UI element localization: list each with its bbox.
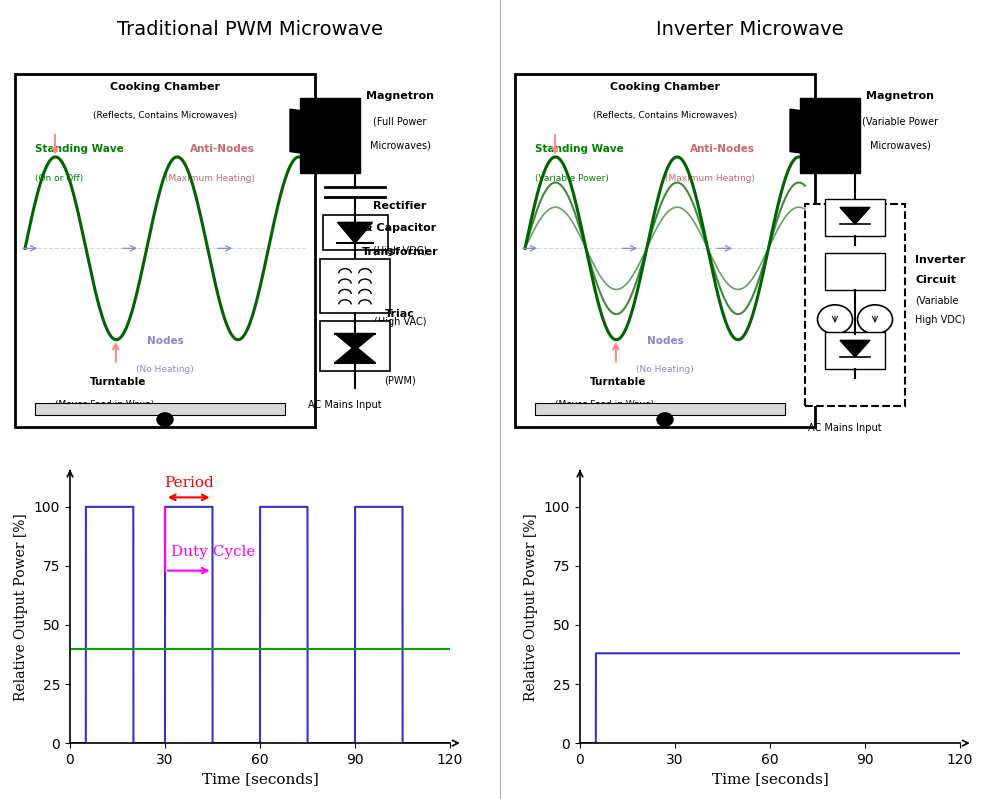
Text: (Moves Food in Wave): (Moves Food in Wave) — [55, 400, 154, 409]
Text: (PWM): (PWM) — [384, 375, 416, 385]
Bar — [800, 98, 860, 173]
Bar — [825, 199, 885, 237]
Text: (Variable Power: (Variable Power — [862, 116, 938, 126]
Text: Inverter: Inverter — [915, 255, 965, 265]
Bar — [535, 403, 785, 415]
Text: Standing Wave: Standing Wave — [535, 145, 624, 154]
Text: Standing Wave: Standing Wave — [35, 145, 124, 154]
Text: AC Mains Input: AC Mains Input — [308, 400, 382, 410]
Text: & Capacitor: & Capacitor — [363, 224, 437, 233]
Polygon shape — [337, 222, 372, 243]
Text: Anti-Nodes: Anti-Nodes — [690, 145, 755, 154]
Bar — [825, 332, 885, 369]
Text: (High VAC): (High VAC) — [374, 317, 426, 327]
Text: Cooking Chamber: Cooking Chamber — [610, 82, 720, 92]
Bar — [322, 215, 388, 250]
Bar — [15, 74, 315, 427]
Text: Period: Period — [164, 476, 214, 491]
Polygon shape — [290, 109, 340, 158]
Text: Turntable: Turntable — [590, 377, 646, 388]
Polygon shape — [335, 333, 375, 350]
Polygon shape — [790, 109, 840, 158]
Text: Rectifier: Rectifier — [373, 201, 427, 211]
Text: (Maximum Heating): (Maximum Heating) — [665, 173, 755, 182]
Y-axis label: Relative Output Power [%]: Relative Output Power [%] — [524, 514, 538, 701]
Text: Transformer: Transformer — [362, 247, 438, 256]
Bar — [320, 321, 390, 371]
Text: Anti-Nodes: Anti-Nodes — [190, 145, 255, 154]
Y-axis label: Relative Output Power [%]: Relative Output Power [%] — [14, 514, 28, 701]
Bar — [35, 403, 285, 415]
Text: (High VDC): (High VDC) — [373, 246, 427, 256]
Text: Cooking Chamber: Cooking Chamber — [110, 82, 220, 92]
Bar — [515, 74, 815, 427]
X-axis label: Time [seconds]: Time [seconds] — [202, 773, 318, 786]
Polygon shape — [840, 340, 870, 357]
Text: Triac: Triac — [385, 309, 415, 319]
Text: (No Heating): (No Heating) — [636, 364, 694, 374]
Text: (On or Off): (On or Off) — [35, 173, 83, 182]
Text: (Maximum Heating): (Maximum Heating) — [165, 173, 255, 182]
Polygon shape — [840, 208, 870, 224]
Text: (Moves Food in Wave): (Moves Food in Wave) — [555, 400, 654, 409]
Text: Nodes: Nodes — [147, 336, 183, 346]
Text: Nodes: Nodes — [647, 336, 683, 346]
Text: AC Mains Input: AC Mains Input — [808, 423, 882, 433]
Text: (Full Power: (Full Power — [373, 116, 427, 126]
Text: (Variable: (Variable — [915, 296, 958, 305]
Text: (Reflects, Contains Microwaves): (Reflects, Contains Microwaves) — [93, 111, 237, 120]
Text: Microwaves): Microwaves) — [870, 141, 930, 151]
Text: (Reflects, Contains Microwaves): (Reflects, Contains Microwaves) — [593, 111, 737, 120]
Text: Circuit: Circuit — [915, 275, 956, 285]
Circle shape — [157, 413, 173, 426]
Bar — [805, 205, 905, 406]
Bar — [300, 98, 360, 173]
Circle shape — [657, 413, 673, 426]
Bar — [320, 259, 390, 312]
Text: Microwaves): Microwaves) — [370, 141, 430, 151]
Text: Inverter Microwave: Inverter Microwave — [656, 20, 844, 39]
Text: (No Heating): (No Heating) — [136, 364, 194, 374]
Polygon shape — [335, 346, 375, 363]
Bar — [825, 253, 885, 290]
X-axis label: Time [seconds]: Time [seconds] — [712, 773, 828, 786]
Text: Magnetron: Magnetron — [866, 91, 934, 101]
Text: Magnetron: Magnetron — [366, 91, 434, 101]
Text: (Variable Power): (Variable Power) — [535, 173, 609, 182]
Text: Turntable: Turntable — [90, 377, 146, 388]
Text: High VDC): High VDC) — [915, 316, 965, 325]
Text: Traditional PWM Microwave: Traditional PWM Microwave — [117, 20, 383, 39]
Text: Duty Cycle: Duty Cycle — [171, 545, 256, 559]
